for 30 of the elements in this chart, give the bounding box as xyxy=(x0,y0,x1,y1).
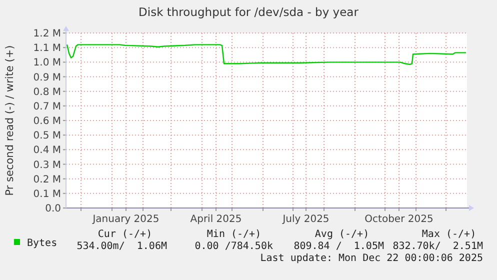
y-tick-label: 1.2 M xyxy=(33,28,61,40)
y-tick-label: 0.3 M xyxy=(33,160,61,171)
y-tick-label: 1.0 M xyxy=(33,58,61,69)
text: 809.84 / 1.05M xyxy=(294,241,384,252)
text: Avg (-/+) xyxy=(314,229,370,240)
y-tick-label: 1.1 M xyxy=(33,43,61,54)
y-tick-label: 0.6 M xyxy=(33,116,61,127)
x-tick-label: October 2025 xyxy=(364,214,434,225)
y-tick-label: 0.7 M xyxy=(33,101,61,112)
y-axis-title: Pr second read (-) / write (+) xyxy=(4,45,16,196)
legend-label: Bytes xyxy=(27,238,58,249)
y-tick-label: 0.8 M xyxy=(33,86,61,98)
x-tick-label: January 2025 xyxy=(92,214,160,225)
y-tick-label: 0.1 M xyxy=(33,188,61,200)
text: 0.00 /784.50k xyxy=(194,241,273,252)
text: 832.70k/ 2.51M xyxy=(392,241,483,252)
text: Cur (-/+) xyxy=(98,229,152,240)
y-tick-label: 0.9 M xyxy=(33,72,61,84)
text: Min (-/+) xyxy=(206,229,262,240)
text: 534.00m/ 1.06M xyxy=(76,241,167,252)
text: Last update: Mon Dec 22 00:00:06 2025 xyxy=(260,253,483,264)
text: Max (-/+) xyxy=(422,229,476,240)
y-tick-label: 0.0 xyxy=(45,204,61,214)
line-series xyxy=(66,44,467,65)
y-tick-label: 0.5 M xyxy=(33,130,61,142)
y-tick-label: 0.2 M xyxy=(33,174,61,186)
y-tick-label: 0.4 M xyxy=(33,145,61,156)
chart-title: Disk throughput for /dev/sda - by year xyxy=(138,5,359,19)
x-tick-label: July 2025 xyxy=(282,214,330,225)
x-tick-label: April 2025 xyxy=(190,214,242,225)
